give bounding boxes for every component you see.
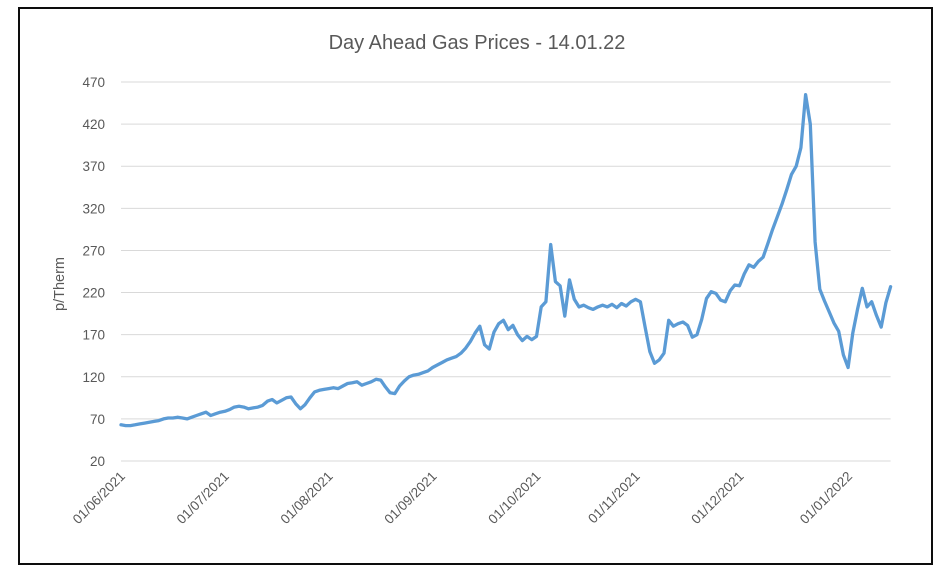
y-tick-label-220: 220 <box>82 286 105 301</box>
y-tick-label-70: 70 <box>90 412 105 427</box>
y-axis-title: p/Therm <box>52 257 68 311</box>
y-tick-label-120: 120 <box>82 370 105 385</box>
x-tick-label-01-08-2021: 01/08/2021 <box>277 469 335 527</box>
chart-outer-border <box>18 7 933 565</box>
y-axis-tick-labels: 20 70 120 170 220 270 320 370 420 470 <box>82 75 105 469</box>
x-tick-label-01-06-2021: 01/06/2021 <box>70 469 128 527</box>
x-tick-label-01-10-2021: 01/10/2021 <box>485 469 543 527</box>
x-axis-tick-labels: 01/06/2021 01/07/2021 01/08/2021 01/09/2021… <box>70 469 855 527</box>
gridlines <box>121 81 891 462</box>
y-tick-label-270: 270 <box>82 243 105 258</box>
x-tick-label-01-11-2021: 01/11/2021 <box>585 469 643 527</box>
chart-title: Day Ahead Gas Prices - 14.01.22 <box>329 32 626 54</box>
y-tick-label-320: 320 <box>82 201 105 216</box>
x-tick-label-01-09-2021: 01/09/2021 <box>381 469 439 527</box>
y-tick-label-370: 370 <box>82 159 105 174</box>
x-tick-label-01-07-2021: 01/07/2021 <box>174 469 232 527</box>
gas-price-series-line <box>119 92 893 428</box>
x-tick-label-01-12-2021: 01/12/2021 <box>688 469 746 527</box>
y-tick-label-420: 420 <box>82 117 105 132</box>
y-tick-label-170: 170 <box>82 328 105 343</box>
y-tick-label-20: 20 <box>90 454 105 469</box>
x-tick-label-01-01-2022: 01/01/2022 <box>797 469 855 527</box>
y-tick-label-470: 470 <box>82 75 105 90</box>
